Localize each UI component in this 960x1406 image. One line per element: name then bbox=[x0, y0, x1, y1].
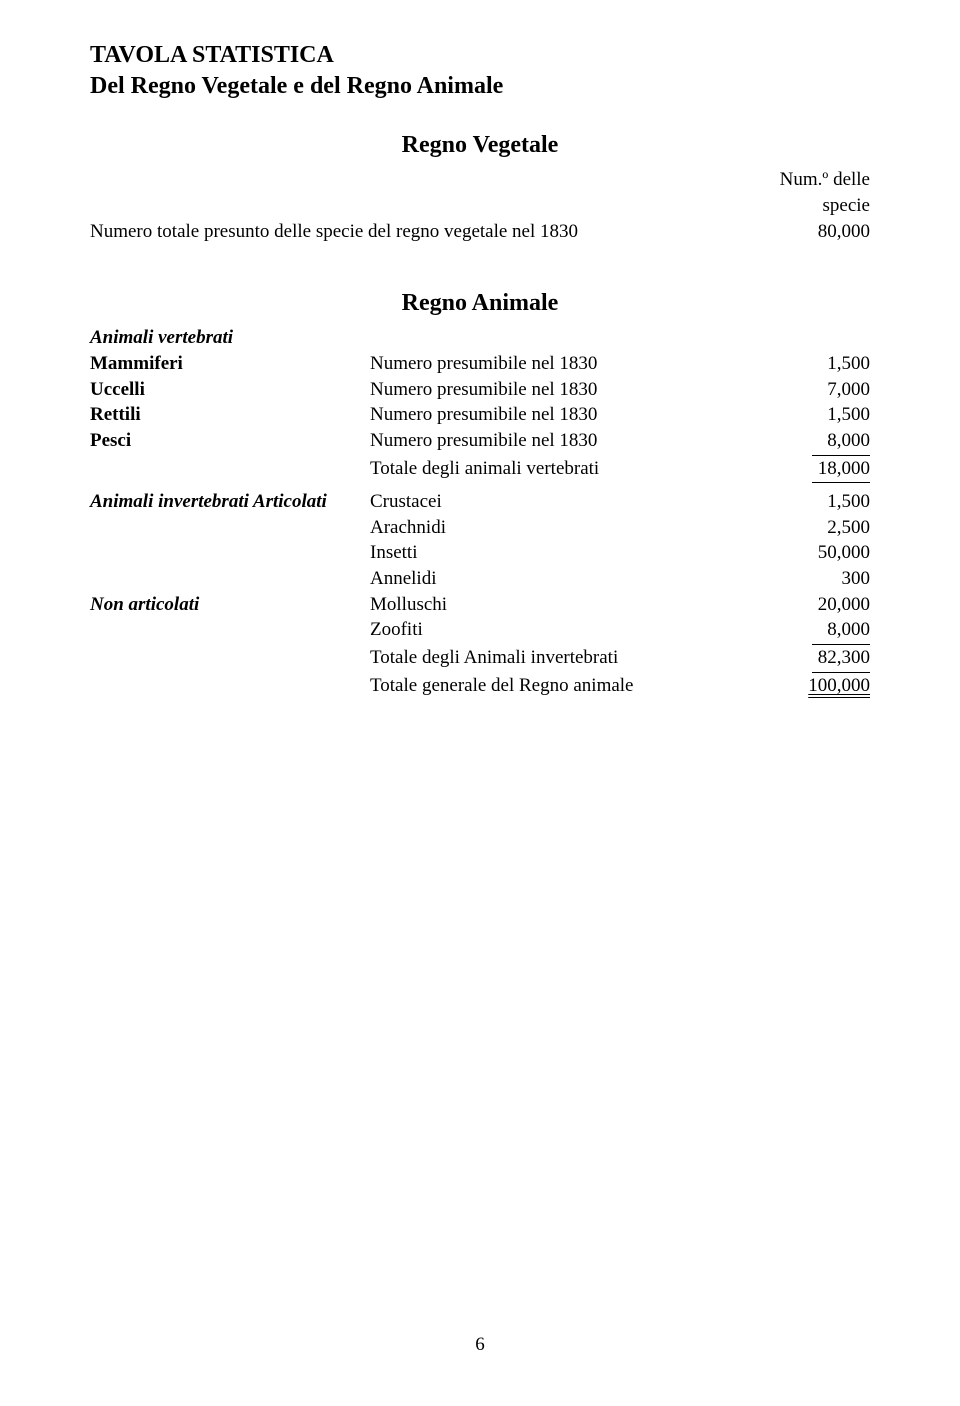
row-value: 20,000 bbox=[730, 592, 870, 618]
vegetale-row-value: 80,000 bbox=[730, 219, 870, 245]
row-value: 8,000 bbox=[730, 428, 870, 456]
group-header-row: Animali vertebrati bbox=[90, 325, 870, 351]
row-mid-label: Arachnidi bbox=[370, 515, 730, 541]
table-row: RettiliNumero presumibile nel 18301,500 bbox=[90, 402, 870, 428]
row-value: 82,300 bbox=[730, 645, 870, 673]
table-row: Totale degli Animali invertebrati82,300 bbox=[90, 645, 870, 673]
table-row: Annelidi300 bbox=[90, 566, 870, 592]
row-value: 18,000 bbox=[730, 456, 870, 484]
row-mid-label: Totale degli animali vertebrati bbox=[370, 456, 730, 482]
row-mid-label: Numero presumibile nel 1830 bbox=[370, 402, 730, 428]
table-row: Arachnidi2,500 bbox=[90, 515, 870, 541]
row-mid-label: Molluschi bbox=[370, 592, 730, 618]
row-mid-label: Crustacei bbox=[370, 489, 730, 515]
row-value: 7,000 bbox=[730, 377, 870, 403]
table-row: PesciNumero presumibile nel 18308,000 bbox=[90, 428, 870, 456]
row-value: 8,000 bbox=[730, 617, 870, 645]
row-mid-label: Numero presumibile nel 1830 bbox=[370, 351, 730, 377]
numo-header-row: Num.º delle specie bbox=[90, 167, 870, 218]
vegetale-row: Numero totale presunto delle specie del … bbox=[90, 219, 870, 245]
table-row: UccelliNumero presumibile nel 18307,000 bbox=[90, 377, 870, 403]
row-value: 2,500 bbox=[730, 515, 870, 541]
vegetale-row-label: Numero totale presunto delle specie del … bbox=[90, 219, 730, 245]
row-value: 50,000 bbox=[730, 540, 870, 566]
row-mid-label: Insetti bbox=[370, 540, 730, 566]
table-row: Animali invertebrati ArticolatiCrustacei… bbox=[90, 489, 870, 515]
main-title: TAVOLA STATISTICA bbox=[90, 40, 870, 71]
title-block: TAVOLA STATISTICA Del Regno Vegetale e d… bbox=[90, 40, 870, 102]
table-row: MammiferiNumero presumibile nel 18301,50… bbox=[90, 351, 870, 377]
row-value: 1,500 bbox=[730, 351, 870, 377]
numo-label: Num.º delle specie bbox=[730, 167, 870, 218]
row-mid-label: Numero presumibile nel 1830 bbox=[370, 377, 730, 403]
page-number: 6 bbox=[0, 1334, 960, 1356]
row-mid-label: Zoofiti bbox=[370, 617, 730, 643]
table-row: Totale generale del Regno animale100,000 bbox=[90, 673, 870, 699]
row-mid-label: Numero presumibile nel 1830 bbox=[370, 428, 730, 454]
row-left-label: Rettili bbox=[90, 402, 370, 428]
row-left-label: Mammiferi bbox=[90, 351, 370, 377]
row-mid-label: Totale generale del Regno animale bbox=[370, 673, 730, 699]
row-mid-label: Annelidi bbox=[370, 566, 730, 592]
group-label: Animali invertebrati Articolati bbox=[90, 489, 370, 515]
table-row: Insetti50,000 bbox=[90, 540, 870, 566]
heading-vegetale: Regno Vegetale bbox=[90, 132, 870, 159]
row-value: 1,500 bbox=[730, 489, 870, 515]
group-label: Animali vertebrati bbox=[90, 325, 870, 351]
table-row: Non articolatiMolluschi20,000 bbox=[90, 592, 870, 618]
heading-animale: Regno Animale bbox=[90, 290, 870, 317]
subtitle: Del Regno Vegetale e del Regno Animale bbox=[90, 71, 870, 102]
group-label: Non articolati bbox=[90, 592, 370, 618]
page-container: TAVOLA STATISTICA Del Regno Vegetale e d… bbox=[0, 0, 960, 698]
table-row: Totale degli animali vertebrati18,000 bbox=[90, 456, 870, 484]
table-row: Zoofiti8,000 bbox=[90, 617, 870, 645]
animale-groups: Animali vertebratiMammiferiNumero presum… bbox=[90, 325, 870, 698]
row-left-label: Pesci bbox=[90, 428, 370, 454]
row-value: 100,000 bbox=[730, 673, 870, 699]
row-left-label: Uccelli bbox=[90, 377, 370, 403]
row-value: 1,500 bbox=[730, 402, 870, 428]
row-value: 300 bbox=[730, 566, 870, 592]
row-mid-label: Totale degli Animali invertebrati bbox=[370, 645, 730, 671]
